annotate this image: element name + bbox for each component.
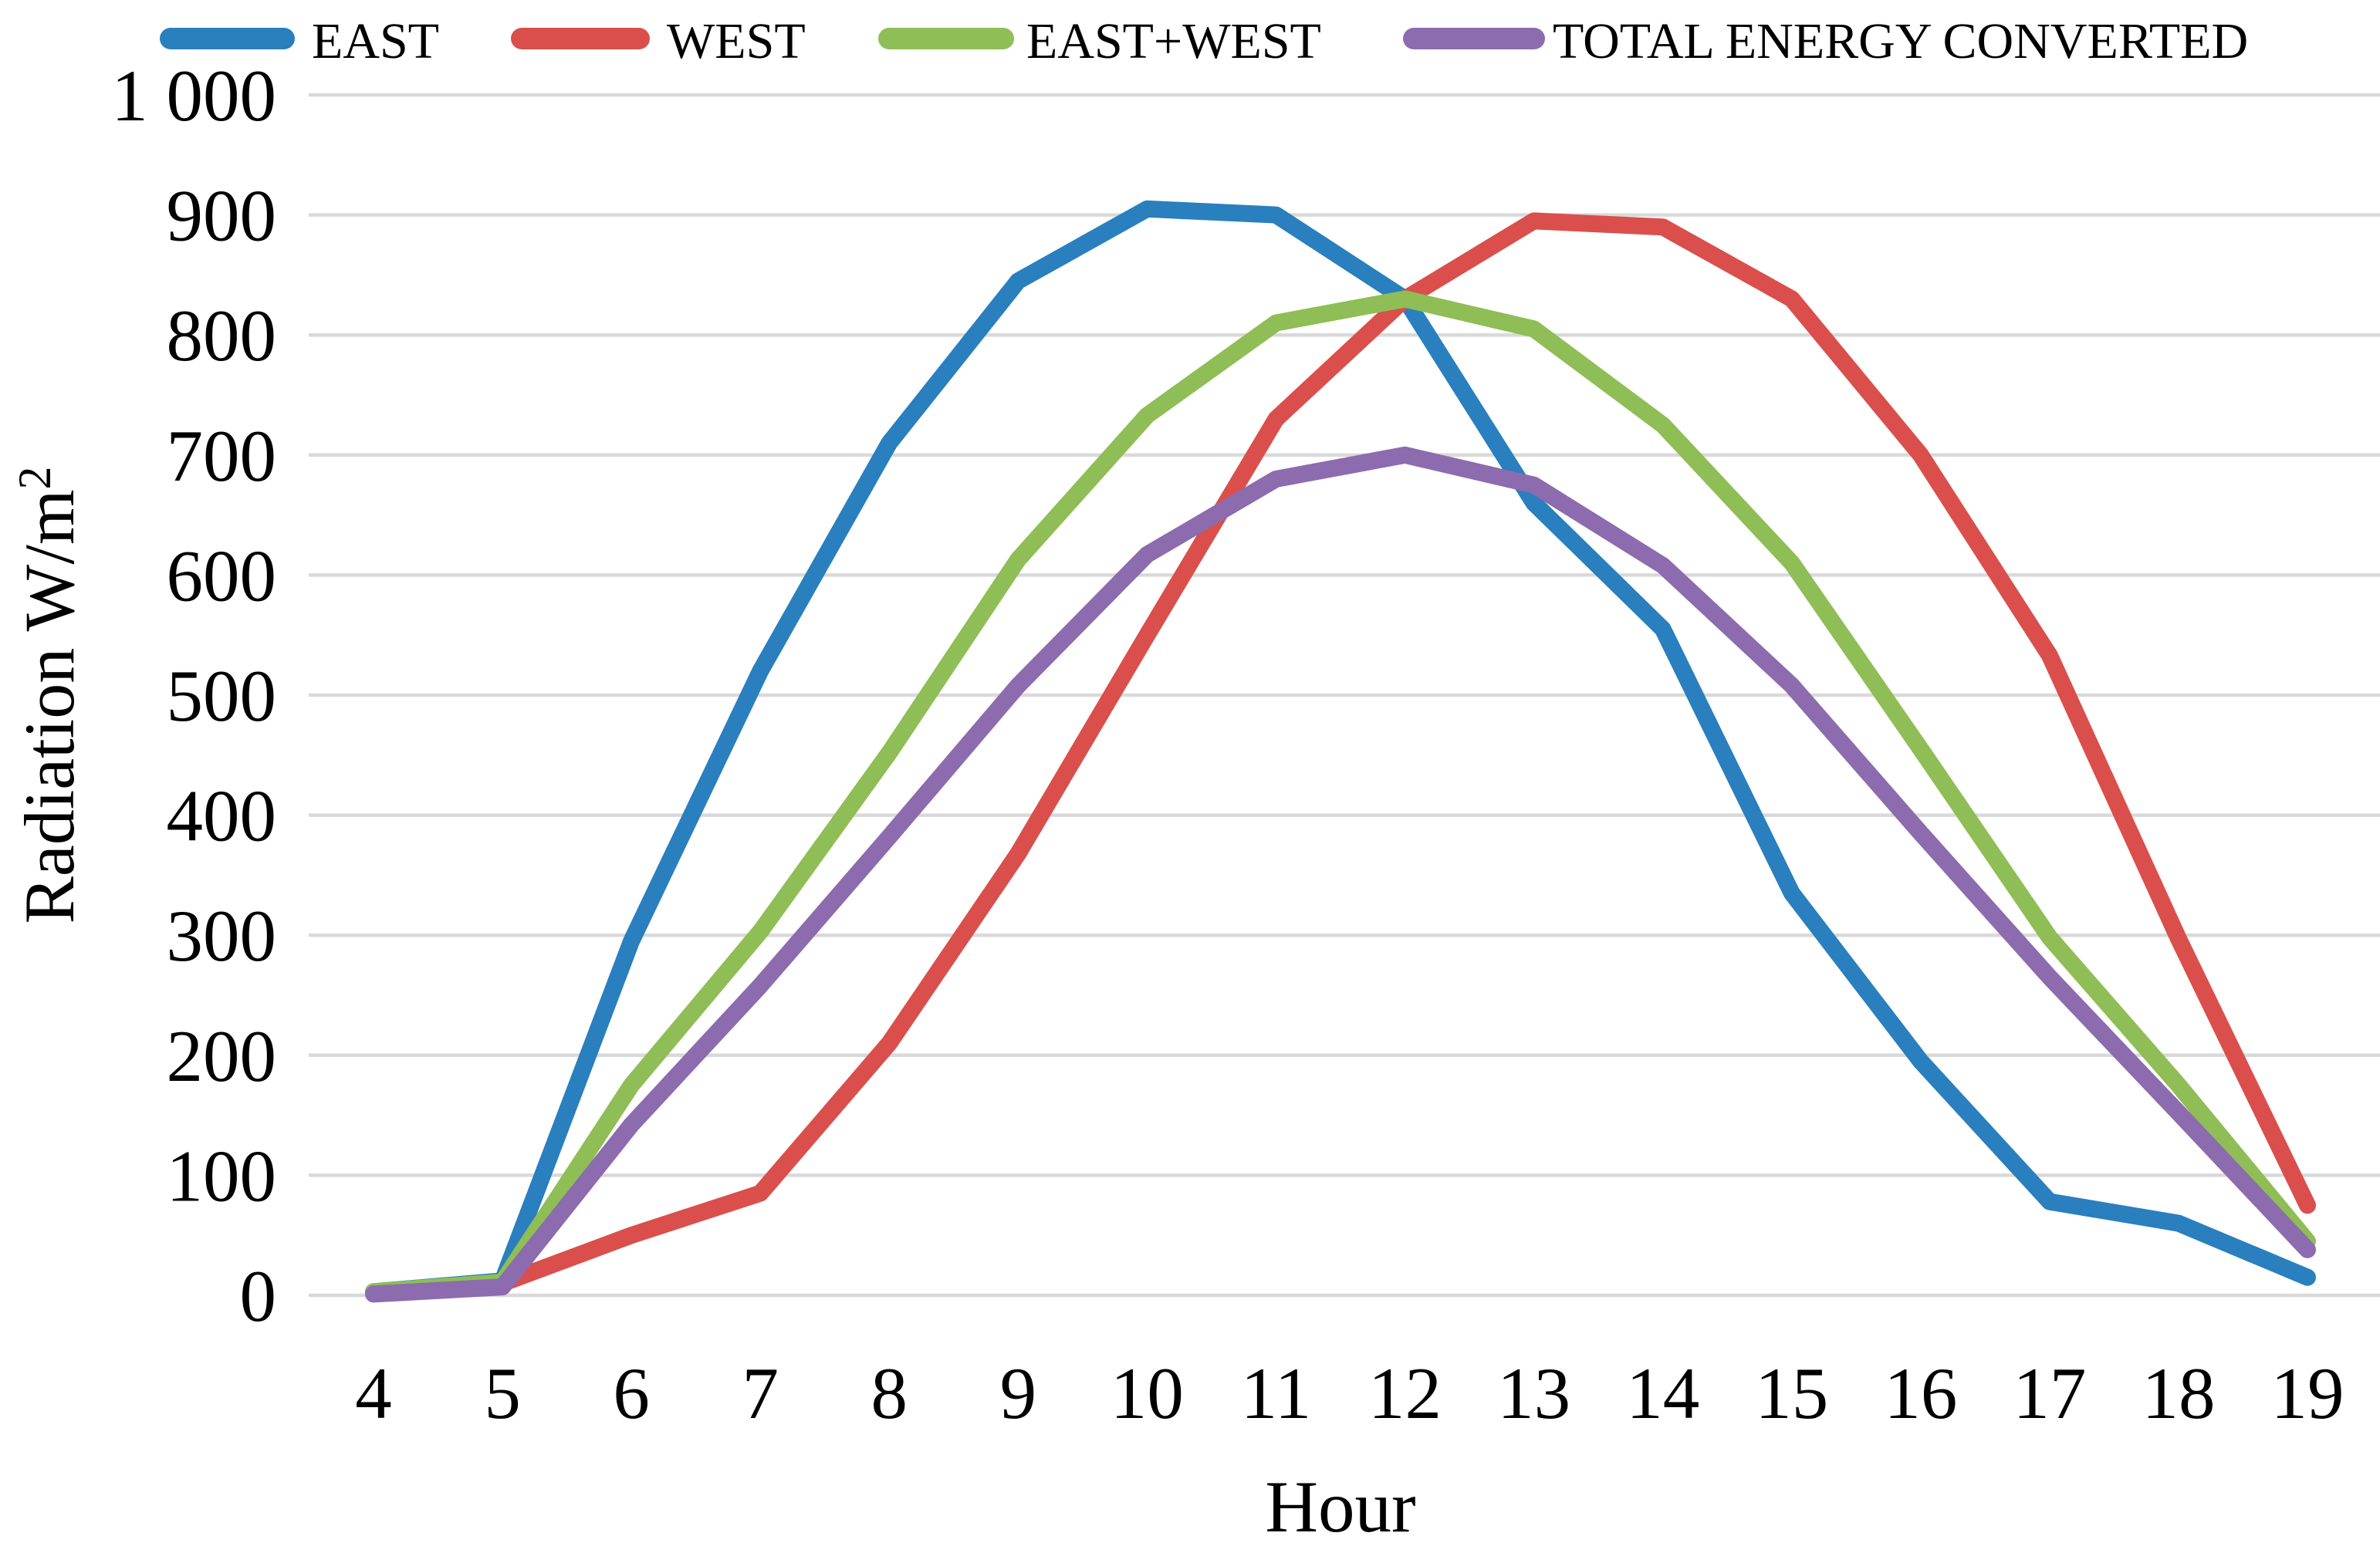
x-tick-label-11: 11	[1241, 1352, 1311, 1434]
legend-item-east-west: EAST+WEST	[878, 13, 1321, 69]
series-line-total-energy-converted	[365, 446, 2316, 1303]
y-axis-title: Radiation W/m2	[9, 466, 89, 923]
x-tick-label-16: 16	[1884, 1352, 1957, 1434]
legend-label: EAST+WEST	[1026, 13, 1321, 69]
legend-label: WEST	[667, 13, 806, 69]
y-axis-title-superscript: 2	[9, 466, 60, 489]
x-tick-label-19: 19	[2271, 1352, 2345, 1434]
y-tick-label-200: 200	[167, 1015, 277, 1097]
series-line-west	[365, 212, 2316, 1301]
x-tick-label-5: 5	[484, 1352, 521, 1434]
y-tick-label-1000: 1 000	[111, 55, 276, 137]
y-tick-label-400: 400	[167, 775, 277, 857]
series-line-east	[365, 200, 2316, 1301]
y-tick-label-500: 500	[167, 655, 277, 737]
x-axis-labels: 4 5 6 7 8 9 10 11 12 13 14 15 16 17 18 19	[355, 1352, 2344, 1434]
x-tick-label-18: 18	[2142, 1352, 2215, 1434]
legend-label: TOTAL ENERGY CONVERTED	[1553, 13, 2248, 69]
y-tick-label-800: 800	[167, 295, 277, 376]
legend-item-total-energy-converted: TOTAL ENERGY CONVERTED	[1403, 13, 2248, 69]
x-tick-label-4: 4	[355, 1352, 392, 1434]
legend-item-west: WEST	[511, 13, 806, 69]
x-axis-title: Hour	[1265, 1466, 1415, 1548]
legend-swatch-east-west	[878, 28, 1014, 49]
y-axis-labels: 0 100 200 300 400 500 600 700 800 900 1 000	[111, 55, 276, 1337]
x-tick-label-17: 17	[2013, 1352, 2086, 1434]
x-tick-label-6: 6	[613, 1352, 650, 1434]
y-tick-label-900: 900	[167, 175, 277, 257]
y-tick-label-700: 700	[167, 415, 277, 497]
series-line-east-west	[365, 290, 2316, 1301]
legend-swatch-total-energy-converted	[1403, 28, 1545, 49]
x-tick-label-15: 15	[1755, 1352, 1828, 1434]
legend-item-east: EAST	[160, 13, 439, 69]
x-tick-label-14: 14	[1626, 1352, 1699, 1434]
x-tick-label-9: 9	[1000, 1352, 1037, 1434]
legend-swatch-east	[160, 28, 295, 49]
legend-swatch-west	[511, 28, 650, 49]
y-tick-label-0: 0	[240, 1255, 277, 1337]
x-tick-label-7: 7	[742, 1352, 779, 1434]
y-tick-label-300: 300	[167, 895, 277, 977]
y-tick-label-600: 600	[167, 535, 277, 616]
x-tick-label-13: 13	[1497, 1352, 1570, 1434]
series-lines	[365, 200, 2316, 1303]
x-tick-label-10: 10	[1111, 1352, 1184, 1434]
x-tick-label-12: 12	[1368, 1352, 1442, 1434]
legend: EAST WEST EAST+WEST TOTAL ENERGY CONVERTED	[160, 13, 2248, 69]
x-tick-label-8: 8	[871, 1352, 908, 1434]
y-tick-label-100: 100	[167, 1135, 277, 1217]
legend-label: EAST	[312, 13, 439, 69]
